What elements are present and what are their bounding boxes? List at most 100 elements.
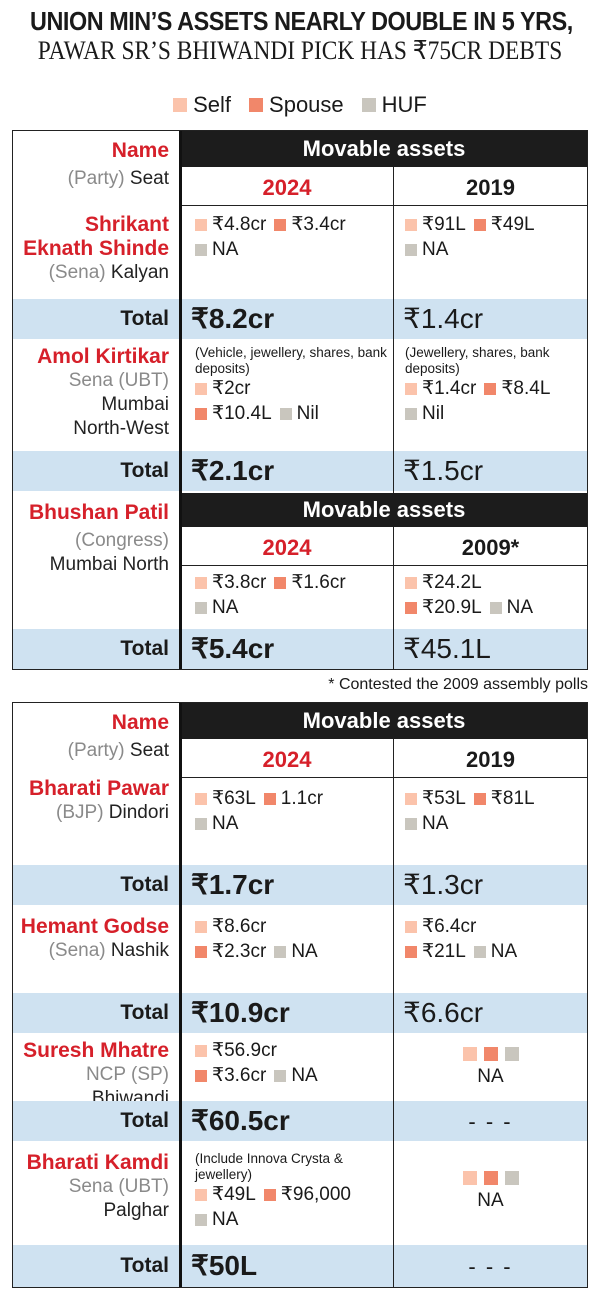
legend-item-huf: HUF bbox=[361, 92, 427, 118]
asset-self-value: ₹4.8cr bbox=[212, 214, 267, 235]
candidate-party: (BJP) bbox=[56, 802, 104, 823]
candidate-name-line-1: Shrikant bbox=[84, 213, 169, 236]
spouse-swatch bbox=[484, 383, 497, 395]
table-section-2: Movable assets Name (Party) Seat 2024 20… bbox=[12, 702, 588, 1288]
asset-self-value: ₹8.6cr bbox=[212, 916, 267, 937]
asset-huf: NA bbox=[473, 940, 518, 964]
header-movable-assets-label: Movable assets bbox=[302, 136, 466, 161]
asset-huf: NA bbox=[405, 238, 448, 262]
huf-swatch bbox=[361, 98, 376, 112]
not-available: NA bbox=[477, 1066, 504, 1087]
asset-self: ₹6.4cr bbox=[405, 915, 476, 939]
asset-spouse-value: ₹21L bbox=[422, 941, 466, 962]
asset-huf: Nil bbox=[279, 402, 319, 426]
asset-self: ₹3.8cr bbox=[195, 571, 266, 595]
candidate-name: Bhushan Patil bbox=[28, 501, 169, 524]
total-label: Total bbox=[120, 459, 169, 482]
huf-swatch bbox=[274, 946, 287, 958]
asset-self: ₹63L bbox=[195, 787, 256, 811]
header-seat-label: Seat bbox=[129, 168, 169, 189]
huf-swatch bbox=[405, 818, 417, 830]
assets-2024-hemant-godse: ₹8.6cr ₹2.3cr NA bbox=[195, 915, 391, 965]
asset-huf: NA bbox=[274, 1064, 318, 1088]
candidate-amol: Amol Kirtikar Sena (UBT) Mumbai North-We… bbox=[37, 345, 169, 441]
header-movable-assets: Movable assets bbox=[181, 703, 587, 739]
asset-self: ₹4.8cr bbox=[195, 213, 266, 237]
year-2024: 2024 bbox=[262, 175, 312, 200]
total-row: Total ₹1.7cr ₹1.3cr bbox=[13, 865, 587, 905]
divider bbox=[181, 565, 587, 566]
asset-huf-value: NA bbox=[212, 597, 239, 618]
year-2009: 2009* bbox=[461, 535, 520, 560]
self-swatch bbox=[195, 1189, 207, 1201]
column-divider bbox=[393, 527, 394, 669]
asset-self-value: ₹63L bbox=[212, 788, 256, 809]
asset-huf: Nil bbox=[405, 402, 444, 426]
asset-spouse: ₹3.6cr bbox=[195, 1064, 266, 1088]
total-label: Total bbox=[120, 1254, 169, 1277]
spouse-swatch bbox=[483, 1047, 498, 1061]
huf-swatch bbox=[195, 818, 207, 830]
total-2024: ₹5.4cr bbox=[191, 633, 275, 664]
spouse-swatch bbox=[473, 219, 486, 231]
spouse-swatch bbox=[263, 793, 276, 805]
huf-swatch bbox=[279, 408, 292, 420]
asset-huf-value: Nil bbox=[296, 403, 319, 424]
candidate-party: Sena (UBT) bbox=[68, 370, 169, 391]
assets-2019-amol: (Jewellery, shares, bank deposits) ₹1.4c… bbox=[405, 345, 585, 427]
asset-huf-value: NA bbox=[291, 941, 318, 962]
asset-huf-value: NA bbox=[422, 239, 449, 260]
self-swatch bbox=[195, 577, 207, 589]
total-2009: ₹45.1L bbox=[403, 633, 491, 664]
column-divider bbox=[393, 167, 394, 493]
asset-spouse-value: ₹3.6cr bbox=[212, 1065, 267, 1086]
huf-swatch bbox=[473, 946, 486, 958]
asset-self-value: ₹1.4cr bbox=[422, 378, 477, 399]
header-party-label: (Party) bbox=[67, 168, 125, 189]
header-name-label: Name bbox=[111, 711, 169, 734]
asset-self: ₹24.2L bbox=[405, 571, 482, 595]
candidate-name: Bharati Pawar bbox=[28, 777, 169, 800]
asset-huf: NA bbox=[274, 940, 318, 964]
self-swatch bbox=[195, 383, 207, 395]
asset-spouse-value: ₹8.4L bbox=[501, 378, 551, 399]
assets-2019-shrikant: ₹91L ₹49L NA bbox=[405, 213, 585, 263]
asset-spouse: ₹49L bbox=[473, 213, 535, 237]
spouse-swatch bbox=[249, 98, 264, 112]
candidate-seat: Nashik bbox=[110, 940, 169, 961]
headline: UNION MIN’S ASSETS NEARLY DOUBLE IN 5 YR… bbox=[0, 6, 600, 66]
asset-huf-value: NA bbox=[490, 941, 518, 962]
huf-swatch bbox=[274, 1070, 287, 1082]
asset-spouse-value: ₹49L bbox=[490, 214, 535, 235]
legend: Self Spouse HUF bbox=[0, 92, 600, 118]
total-label: Total bbox=[120, 637, 169, 660]
self-swatch bbox=[195, 1045, 207, 1057]
asset-self: ₹53L bbox=[405, 787, 466, 811]
candidate-seat-line-2: North-West bbox=[73, 418, 169, 439]
asset-huf-value: NA bbox=[506, 597, 534, 618]
assets-2024-shrikant: ₹4.8cr ₹3.4cr NA bbox=[195, 213, 391, 263]
asset-note: (Include Innova Crysta & jewellery) bbox=[195, 1151, 343, 1182]
total-2019: ₹6.6cr bbox=[403, 997, 484, 1028]
asset-self: ₹49L bbox=[195, 1183, 256, 1207]
asset-spouse-value: 1.1cr bbox=[280, 788, 324, 809]
candidate-seat: Dindori bbox=[108, 802, 169, 823]
asset-spouse: ₹21L bbox=[405, 940, 466, 964]
candidate-shrikant: Shrikant Eknath Shinde (Sena) Kalyan bbox=[23, 213, 169, 285]
spouse-swatch bbox=[483, 1171, 498, 1185]
asset-self-value: ₹2cr bbox=[212, 378, 251, 399]
candidate-name: Amol Kirtikar bbox=[37, 345, 169, 368]
candidate-seat-line-1: Mumbai bbox=[101, 394, 169, 415]
total-2024: ₹2.1cr bbox=[191, 455, 275, 486]
huf-swatch bbox=[195, 602, 207, 614]
total-row: Total ₹5.4cr ₹45.1L bbox=[13, 629, 587, 669]
legend-swatches bbox=[394, 1171, 587, 1185]
asset-self-value: ₹3.8cr bbox=[212, 572, 267, 593]
year-2019: 2019 bbox=[466, 175, 515, 200]
spouse-swatch bbox=[274, 219, 287, 231]
year-2024: 2024 bbox=[262, 535, 312, 560]
spouse-swatch bbox=[195, 408, 207, 420]
asset-spouse-value: ₹81L bbox=[490, 788, 535, 809]
asset-huf: NA bbox=[195, 596, 238, 620]
self-swatch bbox=[462, 1171, 477, 1185]
